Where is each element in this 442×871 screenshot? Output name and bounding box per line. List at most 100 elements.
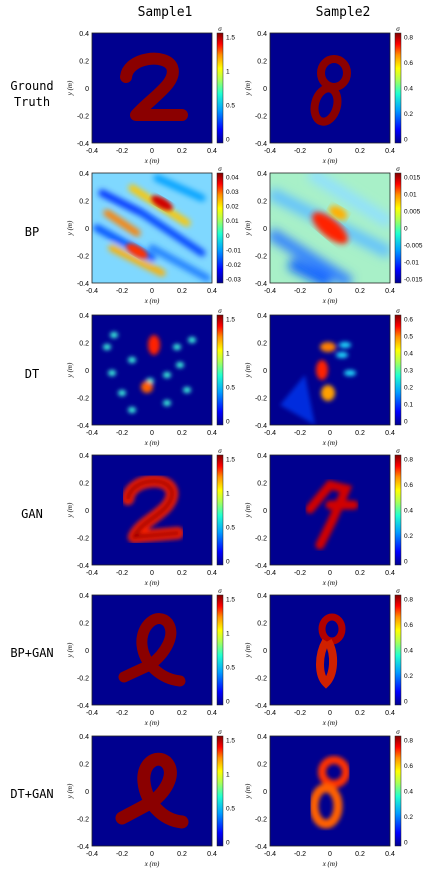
colorbar	[394, 172, 402, 284]
x-tick-label: 0.2	[355, 851, 365, 858]
x-tick-label: 0	[328, 851, 332, 858]
y-axis-label: y (m)	[66, 80, 74, 96]
colorbar-tick-label: 0.03	[226, 189, 239, 196]
digit-shape	[318, 756, 350, 788]
y-tick-label: 0.4	[79, 31, 89, 38]
colorbar-tick-label: -0.005	[404, 243, 423, 250]
colorbar-title: σ	[396, 25, 400, 33]
colorbar-title: σ	[218, 728, 222, 736]
artifact	[280, 375, 315, 425]
y-tick-label: 0.4	[257, 171, 267, 178]
panel-row4-sample2: 0.4 0.2 0 -0.2 -0.4-0.4 -0.2 0 0.2 0.4 x (m) y (m)…	[244, 447, 413, 587]
x-tick-label: -0.2	[116, 148, 128, 155]
image-frame	[269, 454, 391, 566]
colorbar-title: σ	[218, 447, 222, 455]
panel-row3-sample2: 0.4 0.2 0 -0.2 -0.4-0.4 -0.2 0 0.2 0.4 x (m) y (m)…	[244, 307, 413, 447]
blob	[176, 362, 184, 368]
x-tick-label: -0.2	[294, 288, 306, 295]
x-tick-label: 0	[150, 710, 154, 717]
digit	[309, 756, 350, 829]
colorbar-tick-label: 0.6	[404, 482, 413, 489]
panel-row4-sample1: 0.4 0.2 0 -0.2 -0.4-0.4 -0.2 0 0.2 0.4 x (m) y (m)…	[66, 447, 235, 587]
image-background	[270, 455, 390, 565]
y-tick-label: -0.2	[77, 114, 89, 121]
y-tick-label: 0	[85, 508, 89, 515]
x-tick-label: -0.2	[116, 288, 128, 295]
image-content	[270, 173, 390, 283]
x-tick-label: 0	[328, 570, 332, 577]
y-tick-label: -0.4	[77, 423, 89, 430]
y-tick-label: 0.2	[257, 621, 267, 628]
row-labels: Ground Truth BP DT GAN BP+GAN DT+GAN	[10, 79, 53, 801]
x-tick-label: -0.4	[264, 148, 276, 155]
y-tick-label: -0.2	[77, 676, 89, 683]
panel-row5-sample2: 0.4 0.2 0 -0.2 -0.4-0.4 -0.2 0 0.2 0.4 x (m) y (m)…	[244, 587, 413, 727]
blob	[128, 357, 136, 363]
y-tick-label: -0.4	[77, 563, 89, 570]
image-frame	[91, 454, 213, 566]
colorbar-title: σ	[396, 165, 400, 173]
colorbar	[216, 314, 224, 426]
y-axis-label: y (m)	[244, 502, 252, 518]
image-frame	[269, 735, 391, 847]
y-tick-label: -0.2	[255, 817, 267, 824]
colorbar-tick-label: 0	[404, 699, 408, 706]
image-background	[92, 455, 212, 565]
colorbar-tick-label: 0.2	[404, 673, 413, 680]
image-content	[309, 756, 350, 829]
streak	[287, 257, 333, 283]
blob	[118, 390, 126, 396]
panel-row5-sample1: 0.4 0.2 0 -0.2 -0.4-0.4 -0.2 0 0.2 0.4 x (m) y (m)…	[66, 587, 235, 727]
y-tick-label: -0.2	[255, 536, 267, 543]
x-axis-label: x (m)	[144, 157, 160, 165]
hot-spot	[328, 205, 348, 221]
panel-row2-sample1: 0.4 0.2 0 -0.2 -0.4-0.4 -0.2 0 0.2 0.4 x (m) y (m)…	[66, 165, 241, 305]
colorbar-tick-label: 0.6	[404, 60, 413, 67]
y-tick-label: -0.2	[77, 254, 89, 261]
colorbar-title: σ	[396, 307, 400, 315]
blob	[173, 344, 181, 350]
y-axis-label: y (m)	[66, 783, 74, 799]
y-tick-label: 0.4	[257, 453, 267, 460]
colorbar-tick-label: 1.5	[226, 738, 235, 745]
x-tick-label: 0.4	[207, 148, 217, 155]
colorbar-tick-label: 0.8	[404, 457, 413, 464]
x-tick-label: 0.4	[207, 570, 217, 577]
y-tick-label: 0.2	[257, 481, 267, 488]
colorbar-tick-label: 1	[226, 69, 230, 76]
column-header-sample2: Sample2	[316, 5, 371, 20]
x-tick-label: 0.4	[385, 570, 395, 577]
colorbar-tick-label: 0.8	[404, 738, 413, 745]
colorbar-title: σ	[396, 728, 400, 736]
image-frame	[269, 172, 391, 284]
streak	[108, 244, 166, 277]
x-tick-label: 0.4	[385, 430, 395, 437]
colorbar-tick-label: 1.5	[226, 457, 235, 464]
colorbar	[394, 735, 402, 847]
y-tick-label: 0.2	[79, 621, 89, 628]
blob	[339, 342, 351, 348]
streak	[153, 174, 206, 202]
digit-shape	[120, 52, 188, 121]
y-tick-label: 0	[263, 508, 267, 515]
x-tick-label: 0	[328, 710, 332, 717]
y-tick-label: -0.4	[77, 141, 89, 148]
x-tick-label: -0.4	[86, 851, 98, 858]
colorbar-tick-label: 0	[226, 233, 230, 240]
y-axis-label: y (m)	[66, 642, 74, 658]
colorbar-tick-label: 0.5	[226, 806, 235, 813]
colorbar-tick-label: 0.1	[404, 402, 413, 409]
colorbar-tick-label: 0.01	[404, 192, 417, 199]
row-label-ground-line2: Truth	[14, 95, 50, 109]
colorbar-tick-label: -0.01	[226, 247, 241, 254]
image-background	[92, 595, 212, 705]
x-axis-label: x (m)	[322, 439, 338, 447]
y-tick-label: 0	[85, 226, 89, 233]
y-tick-label: 0	[85, 368, 89, 375]
x-tick-label: -0.4	[264, 851, 276, 858]
colorbar-tick-label: 0	[404, 840, 408, 847]
image-background	[92, 315, 212, 425]
x-axis-label: x (m)	[322, 860, 338, 868]
y-tick-label: 0.2	[79, 341, 89, 348]
hot-spot	[151, 195, 173, 211]
